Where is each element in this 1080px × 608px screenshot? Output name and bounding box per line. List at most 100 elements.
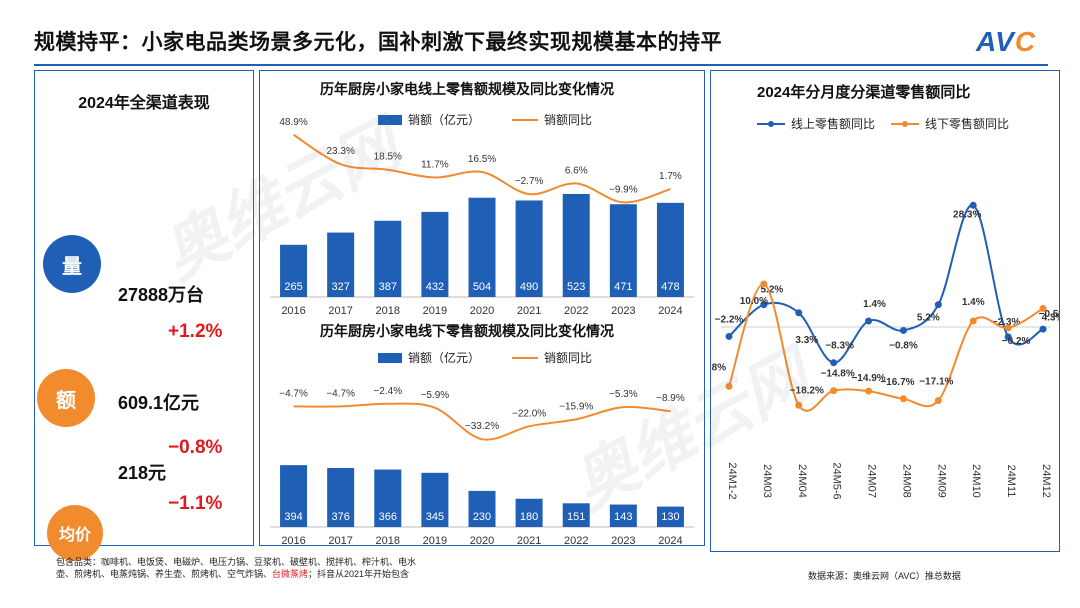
bar (515, 200, 543, 297)
amount-change: −0.8% (168, 437, 223, 458)
bar-value-label: 130 (661, 511, 679, 523)
offline-yoy-line (728, 283, 1044, 412)
yoy-label: 6.6% (565, 165, 588, 176)
x-tick-label: 2022 (564, 305, 588, 317)
yoy-label: −15.9% (559, 401, 593, 412)
note-part: ；抖音从2021年开始包含 (308, 569, 410, 579)
yoy-label: 1.7% (659, 171, 682, 182)
summary-panel: 2024年全渠道表现 量 27888万台 +1.2% 额 609.1亿元 −0.… (34, 70, 254, 561)
offline-legend-swatch (891, 120, 920, 127)
offline-point (1039, 305, 1047, 313)
legend-line-swatch (512, 118, 539, 121)
bar (421, 211, 449, 297)
bar-value-label: 180 (520, 511, 538, 523)
offline-value-label: 4.3% (1042, 313, 1059, 324)
offline-point (899, 395, 907, 403)
x-tick-label: 2018 (376, 535, 400, 545)
bar (280, 465, 308, 527)
x-tick-label: 2018 (376, 305, 400, 317)
bar (421, 472, 449, 527)
x-tick-label: 2020 (470, 305, 494, 317)
bar (468, 490, 496, 527)
x-tick-label: 24M12 (1040, 464, 1052, 498)
offline-legend: 销额（亿元） 销额同比 (378, 349, 592, 366)
yoy-label: −22.0% (512, 408, 546, 419)
online-point (969, 201, 977, 209)
header-divider (34, 64, 1048, 66)
bar (468, 197, 496, 297)
x-tick-label: 24M1-2 (726, 462, 738, 499)
bar (374, 220, 402, 297)
x-tick-label: 2016 (281, 305, 305, 317)
bar-value-label: 230 (473, 511, 491, 523)
yoy-label: −8.9% (656, 393, 685, 404)
offline-point (969, 317, 977, 325)
legend-line-label: 销额同比 (544, 113, 593, 127)
yoy-label: −5.9% (421, 390, 450, 401)
avg-price-value: 218元 (118, 463, 167, 483)
bar-value-label: 504 (473, 281, 491, 293)
online-value-label: 5.2% (917, 313, 940, 324)
monthly-legend: 线上零售额同比 线下零售额同比 (757, 115, 1009, 132)
amount-badge: 额 (37, 369, 95, 427)
yoy-label: 16.5% (468, 154, 496, 165)
x-tick-label: 24M5-6 (831, 462, 843, 499)
bar (656, 506, 684, 527)
x-tick-label: 2022 (564, 535, 588, 545)
bar-value-label: 366 (379, 511, 397, 523)
logo-main: AV (976, 26, 1015, 57)
bar-value-label: 376 (331, 511, 349, 523)
yoy-line (293, 133, 671, 204)
legend-bar-swatch (378, 114, 402, 125)
offline-value-label: −13.8% (711, 362, 726, 373)
x-tick-label: 24M08 (900, 464, 912, 498)
yoy-label: 11.7% (421, 160, 449, 171)
x-tick-label: 2017 (328, 305, 352, 317)
offline-legend-label: 线下零售额同比 (925, 117, 1010, 131)
x-tick-label: 2019 (423, 305, 447, 317)
offline-point (865, 387, 873, 395)
x-tick-label: 2021 (517, 535, 541, 545)
bar (327, 467, 355, 527)
yoy-line (293, 402, 671, 441)
category-note: 包含品类：咖啡机、电饭煲、电磁炉、电压力锅、豆浆机、破壁机、搅拌机、榨汁机、电水… (56, 556, 416, 580)
bar (327, 232, 355, 297)
offline-point (795, 401, 803, 409)
avg-price-change: −1.1% (168, 493, 223, 514)
online-point (725, 332, 733, 340)
online-point (1039, 325, 1047, 333)
offline-value-label: −17.1% (919, 377, 953, 388)
yoy-label: −33.2% (465, 421, 499, 432)
x-tick-label: 2019 (423, 535, 447, 545)
x-tick-label: 2020 (470, 535, 494, 545)
x-tick-label: 2021 (517, 305, 541, 317)
x-tick-label: 24M11 (1005, 465, 1017, 498)
x-tick-label: 2023 (611, 535, 635, 545)
volume-badge: 量 (43, 235, 101, 293)
offline-value-label: −16.7% (880, 377, 914, 388)
bar-value-label: 387 (379, 281, 397, 293)
legend-bar-swatch (378, 352, 402, 363)
bar-value-label: 432 (426, 281, 444, 293)
x-tick-label: 24M09 (935, 464, 947, 498)
offline-value-label: 1.4% (962, 297, 985, 308)
category-note-line2: 壶、煎烤机、电蒸炖锅、养生壶、煎烤机、空气炸锅、台微蒸烤；抖音从2021年开始包… (56, 568, 416, 580)
online-legend: 销额（亿元） 销额同比 (378, 111, 592, 128)
yoy-label: −2.4% (373, 386, 402, 397)
offline-value-label: −14.9% (851, 373, 885, 384)
legend-line-swatch (512, 356, 539, 359)
x-tick-label: 24M04 (796, 464, 808, 498)
online-point (760, 301, 768, 309)
offline-point (760, 280, 768, 288)
volume-value: 27888万台 (118, 285, 205, 305)
online-point (934, 301, 942, 309)
logo-accent: C (1014, 26, 1037, 57)
bar-value-label: 490 (520, 281, 538, 293)
online-value-label: 3.3% (795, 335, 818, 346)
data-source: 数据来源：奥维云网（AVC）推总数据 (808, 571, 961, 581)
page-title: 规模持平：小家电品类场景多元化，国补刺激下最终实现规模基本的持平 (34, 31, 722, 54)
legend-line-label: 销额同比 (544, 351, 593, 365)
online-point (1004, 333, 1012, 341)
yoy-label: 23.3% (326, 146, 354, 157)
yoy-label: 48.9% (279, 117, 307, 128)
